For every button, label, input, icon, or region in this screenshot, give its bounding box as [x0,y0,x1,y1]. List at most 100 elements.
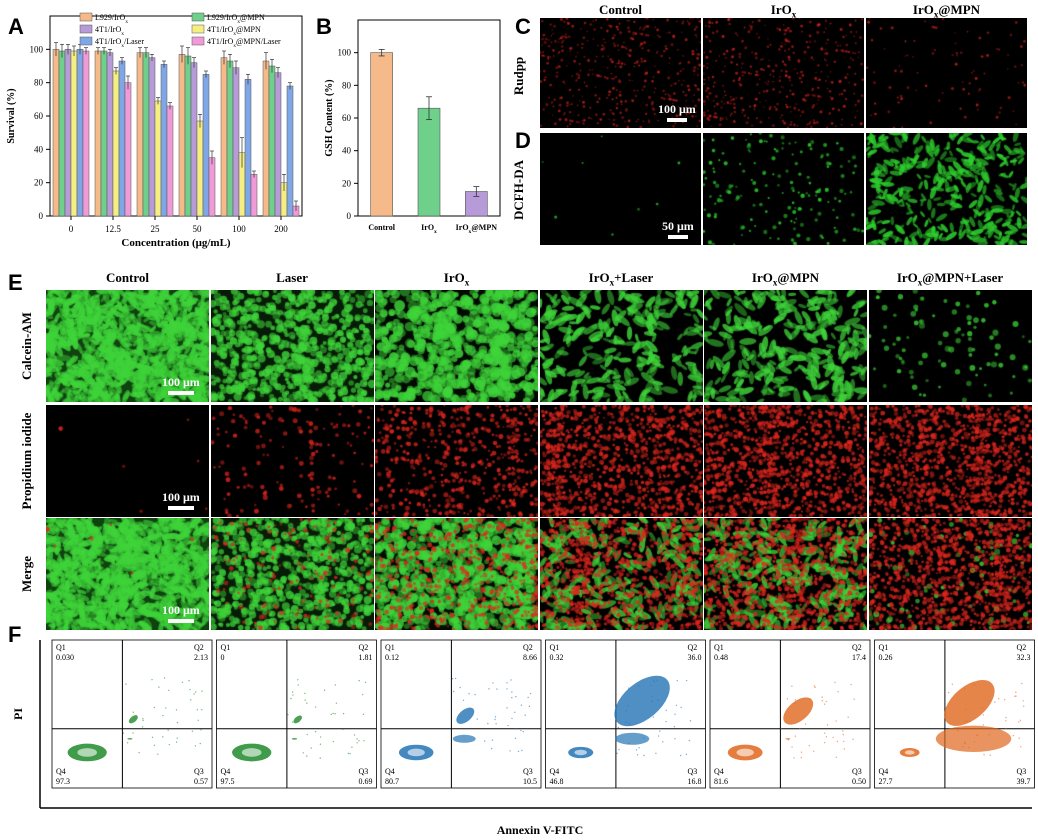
q1-label: Q1 [385,643,395,652]
event-dot [842,733,844,736]
event-dot [821,699,824,702]
q3-value: 0.57 [194,777,208,786]
micrograph-dcfh [540,133,701,245]
population-q4-core [407,748,425,757]
legend-swatch [191,24,205,34]
plot-frame [51,639,213,789]
q3-value: 0.69 [359,777,373,786]
q4-value: 97.5 [221,777,235,786]
event-dot [665,720,667,723]
event-dot [673,726,676,728]
event-dot [342,712,345,715]
event-dot [787,739,790,741]
q1-label: Q1 [221,643,231,652]
q1-label: Q1 [56,643,66,652]
q1-value: 0.48 [714,653,728,662]
panel-label-c: C [515,14,531,39]
event-dot [800,751,803,753]
event-dot [189,688,191,691]
event-dot [1012,734,1015,737]
column-header: Laser [276,270,308,285]
event-dot [451,678,454,680]
y-tick-label: 0 [347,211,352,221]
event-dot [507,724,509,727]
event-dot [490,747,493,750]
legend-label: 4T1/IrOx@MPN/Laser [207,37,281,49]
population-q2 [614,675,670,727]
event-dot [651,700,653,703]
event-dot [193,693,195,695]
q3-value: 39.7 [1017,777,1031,786]
event-dot [334,684,337,686]
q1-label: Q1 [550,643,560,652]
population-q2 [293,715,302,724]
event-dot [349,753,351,755]
event-dot [167,729,169,731]
event-dot [947,691,950,694]
y-tick-label: 40 [342,146,352,156]
event-dot [506,682,508,684]
event-dot [674,738,676,740]
event-dot [657,735,660,737]
event-dot [363,740,365,742]
event-dot [963,741,966,744]
column-header: Control [598,2,643,17]
legend-swatch [191,12,205,22]
population-q2 [944,680,995,726]
micrograph-pi [539,405,703,517]
row-label: Propidium iodide [19,412,34,510]
event-dot [837,690,839,693]
q4-label: Q4 [385,767,395,776]
bar [118,60,126,217]
y-tick-label: 60 [342,113,352,123]
event-dot [522,730,524,733]
event-dot [983,754,985,756]
q4-label: Q4 [221,767,231,776]
scale-bar-e: 100 μm [162,490,200,510]
panel-label-b: B [316,14,332,39]
legend-label: L929/IrOx@MPN [207,13,265,25]
q2-value: 32.3 [1017,653,1031,662]
event-dot [142,718,144,720]
q1-value: 0 [221,653,225,662]
population-q3 [291,737,298,740]
event-dot [1003,698,1006,701]
event-dot [319,736,322,738]
micrograph-merge [210,518,374,630]
y-axis-label: GSH Content (%) [324,79,335,156]
q2-value: 1.81 [359,653,373,662]
event-dot [175,709,178,711]
event-dot [835,720,837,722]
event-dot [676,679,678,682]
q1-label: Q1 [714,643,724,652]
event-dot [132,711,134,713]
x-axis-label: Concentration (μg/mL) [121,237,231,249]
plot-frame [216,639,377,789]
event-dot [625,710,627,712]
event-dot [138,752,140,754]
bar [220,57,228,217]
event-dot [514,711,516,714]
event-dot [617,726,620,729]
event-dot [805,723,807,725]
micrograph-calcein [46,290,209,402]
x-axis-label: Annexin V-FITC [497,823,584,837]
x-tick-label: IrOx@MPN [456,223,498,235]
bar [274,72,282,217]
micrograph-calcein [210,290,374,402]
event-dot [356,738,358,740]
y-tick-label: 80 [34,78,44,88]
event-dot [627,705,629,707]
panel-label-a: A [8,14,24,39]
event-dot [347,752,350,755]
micrograph-pi [704,405,867,517]
event-dot [656,679,658,681]
x-tick-label: 50 [193,224,203,234]
event-dot [650,684,652,687]
legend-label: L929/IrOx [95,13,128,25]
event-dot [520,729,522,732]
q3-value: 10.5 [523,777,537,786]
event-dot [791,685,793,687]
